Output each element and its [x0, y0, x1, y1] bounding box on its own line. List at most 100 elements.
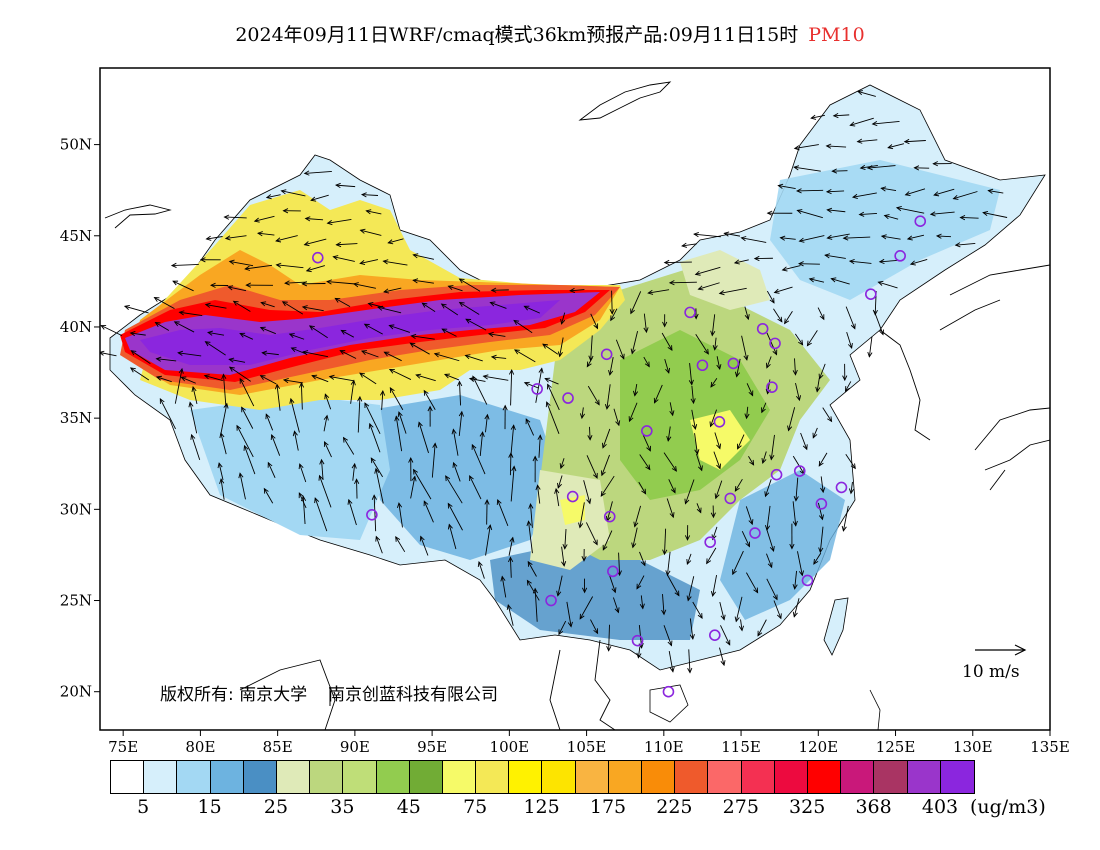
lon-tick-label: 95E: [417, 738, 447, 756]
colorbar-tick-label: 403: [921, 796, 959, 818]
wind-arrow-head: [842, 375, 848, 382]
wind-arrow-head: [688, 379, 694, 386]
wind-arrow-head: [745, 541, 750, 548]
wind-arrow-head: [227, 285, 234, 291]
wind-arrow: [327, 219, 352, 224]
wind-arrow: [501, 576, 507, 598]
wind-arrow-head: [667, 345, 673, 352]
wind-arrow: [239, 378, 255, 407]
wind-arrow-head: [653, 397, 659, 404]
wind-arrow: [566, 601, 572, 627]
wind-arrow-head: [509, 536, 515, 543]
wind-arrow: [323, 415, 328, 432]
wind-arrow-head: [513, 349, 520, 355]
wind-arrow-head: [772, 349, 778, 356]
wind-arrow-head: [646, 445, 651, 452]
wind-arrow: [233, 300, 251, 312]
wind-arrow-head: [477, 560, 483, 567]
wind-arrow-head: [987, 188, 994, 194]
wind-arrow: [483, 375, 509, 381]
wind-arrow: [398, 503, 403, 528]
wind-arrow-head: [311, 374, 318, 380]
wind-arrow-head: [129, 331, 136, 337]
lon-tick-label: 80E: [185, 738, 215, 756]
lon-tick-label: 115E: [721, 738, 761, 756]
wind-arrow-head: [619, 353, 625, 360]
wind-arrow: [570, 289, 585, 292]
coastline-korea: [879, 329, 931, 441]
station-marker: [769, 337, 781, 350]
wind-arrow-head: [712, 344, 718, 351]
wind-arrow: [490, 302, 507, 309]
wind-arrow: [267, 462, 276, 479]
wind-arrow: [845, 381, 852, 392]
wind-arrow-head: [354, 478, 360, 485]
wind-arrow: [100, 325, 123, 337]
wind-arrow-head: [808, 277, 815, 283]
wind-arrow-head: [883, 214, 890, 220]
wind-arrow-head: [818, 547, 824, 554]
wind-arrow: [765, 479, 772, 497]
wind-arrow: [685, 479, 695, 504]
wind-arrow-head: [347, 498, 353, 505]
wind-arrow-head: [408, 456, 414, 463]
wind-arrow-head: [669, 666, 675, 673]
wind-arrow: [797, 551, 803, 576]
wind-arrow: [298, 492, 307, 509]
lat-tick-label: 35N: [60, 409, 92, 427]
wind-arrow-head: [895, 206, 902, 212]
wind-arrow-head: [532, 455, 538, 462]
wind-arrow: [663, 625, 672, 646]
wind-arrow: [615, 339, 625, 359]
wind-arrow-head: [614, 607, 620, 614]
wind-arrow-head: [769, 545, 775, 552]
wind-arrow: [422, 302, 436, 312]
wind-arrow-head: [856, 138, 863, 144]
wind-arrow-head: [792, 520, 798, 527]
wind-arrow-head: [710, 590, 716, 597]
wind-arrow-head: [302, 350, 309, 356]
wind-arrow: [276, 264, 304, 269]
station-marker: [545, 594, 557, 607]
wind-arrow-head: [830, 277, 837, 283]
wind-arrow-head: [490, 287, 497, 293]
wind-arrow-head: [935, 233, 942, 239]
wind-arrow-head: [611, 587, 617, 594]
wind-arrow: [302, 496, 306, 525]
wind-arrow: [395, 536, 406, 553]
colorbar-segment: [807, 761, 842, 793]
wind-arrow-head: [697, 613, 703, 619]
wind-arrow-head: [281, 301, 288, 307]
wind-arrow-head: [221, 373, 227, 380]
wind-arrow: [888, 143, 905, 149]
wind-arrow: [329, 376, 354, 382]
wind-arrow-head: [542, 343, 548, 349]
lon-tick-label: 125E: [876, 738, 916, 756]
wind-arrow: [907, 234, 925, 240]
wind-arrow: [850, 481, 853, 494]
wind-arrow-head: [275, 262, 282, 268]
wind-arrow-head: [959, 215, 966, 221]
wind-arrow: [291, 347, 307, 355]
wind-arrow: [706, 547, 717, 564]
wind-arrow: [510, 466, 515, 502]
wind-arrow-head: [223, 402, 229, 409]
wind-arrow-head: [253, 217, 260, 223]
wind-arrow-head: [377, 305, 384, 311]
wind-arrow: [375, 536, 383, 554]
wind-arrow-head: [305, 267, 312, 273]
colorbar-tick-label: 368: [855, 796, 892, 818]
wind-arrow-head: [397, 411, 403, 418]
lon-tick-label: 110E: [644, 738, 684, 756]
wind-arrow: [469, 475, 482, 500]
wind-arrow-head: [633, 521, 639, 528]
wind-arrow: [799, 235, 825, 242]
wind-arrow-head: [243, 444, 249, 451]
wind-arrow-head: [332, 255, 339, 261]
station-marker: [727, 357, 740, 370]
wind-arrow-head: [445, 475, 451, 482]
wind-arrow-head: [370, 457, 376, 464]
wind-arrow-head: [609, 309, 615, 315]
wind-arrow-head: [716, 463, 722, 470]
wind-arrow-head: [178, 310, 185, 316]
